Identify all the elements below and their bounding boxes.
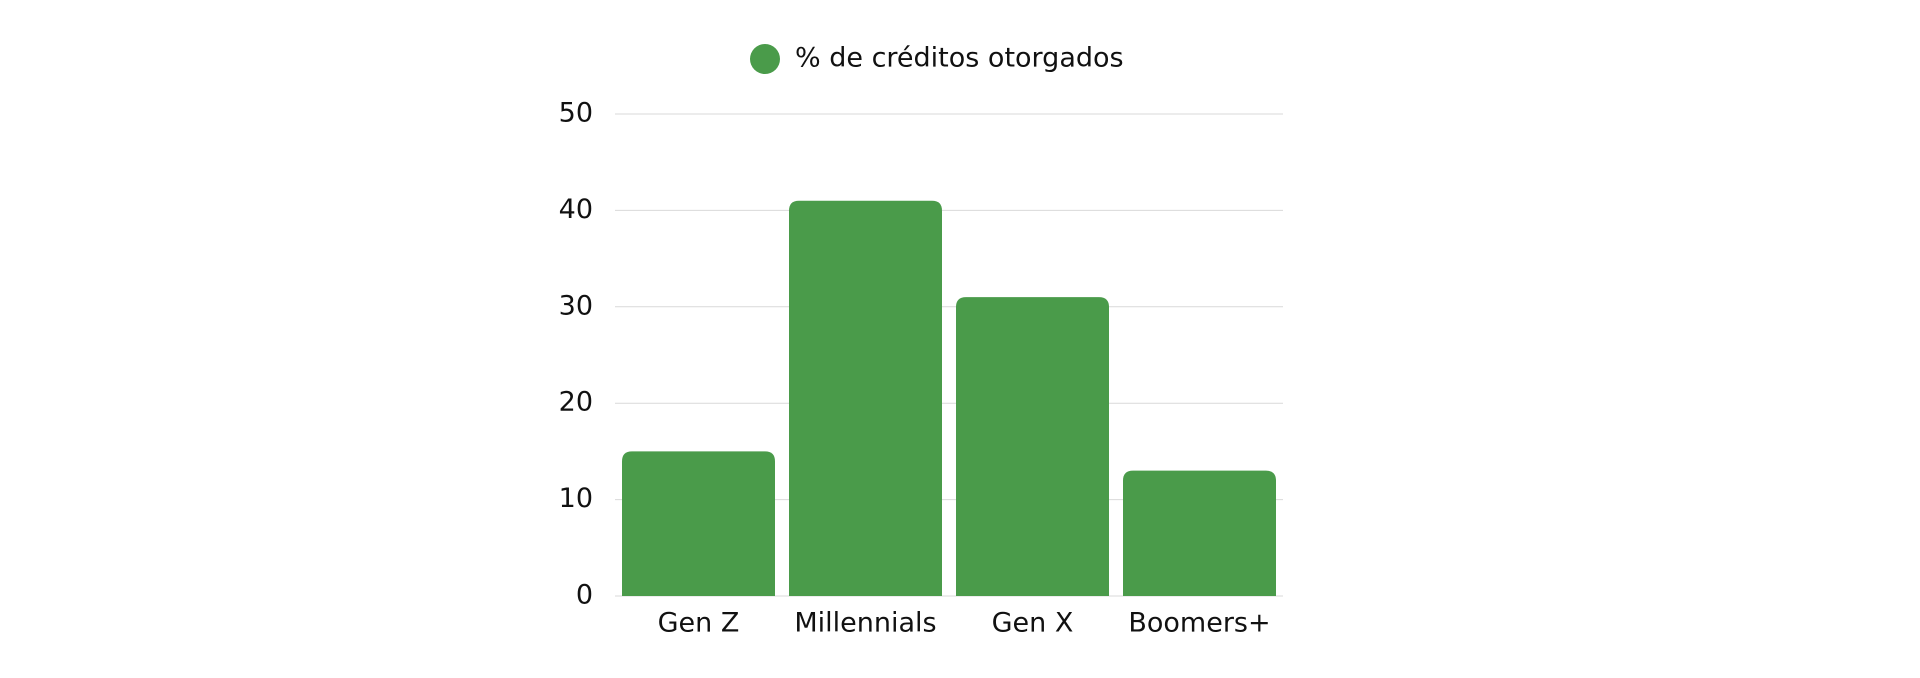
x-tick-label: Gen Z	[658, 608, 740, 639]
legend-label: % de créditos otorgados	[795, 43, 1124, 74]
bar	[1123, 470, 1276, 596]
y-tick-label: 30	[559, 290, 593, 321]
bar	[789, 200, 942, 596]
y-tick-label: 40	[559, 194, 593, 225]
legend-marker	[750, 44, 780, 74]
x-tick-label: Boomers+	[1128, 608, 1270, 639]
y-tick-label: 10	[559, 483, 593, 514]
bar	[956, 297, 1109, 596]
y-tick-label: 20	[559, 387, 593, 418]
x-tick-label: Gen X	[992, 608, 1074, 639]
bar	[622, 451, 775, 596]
y-tick-label: 0	[576, 580, 593, 611]
y-tick-label: 50	[559, 98, 593, 129]
x-tick-label: Millennials	[794, 608, 936, 639]
